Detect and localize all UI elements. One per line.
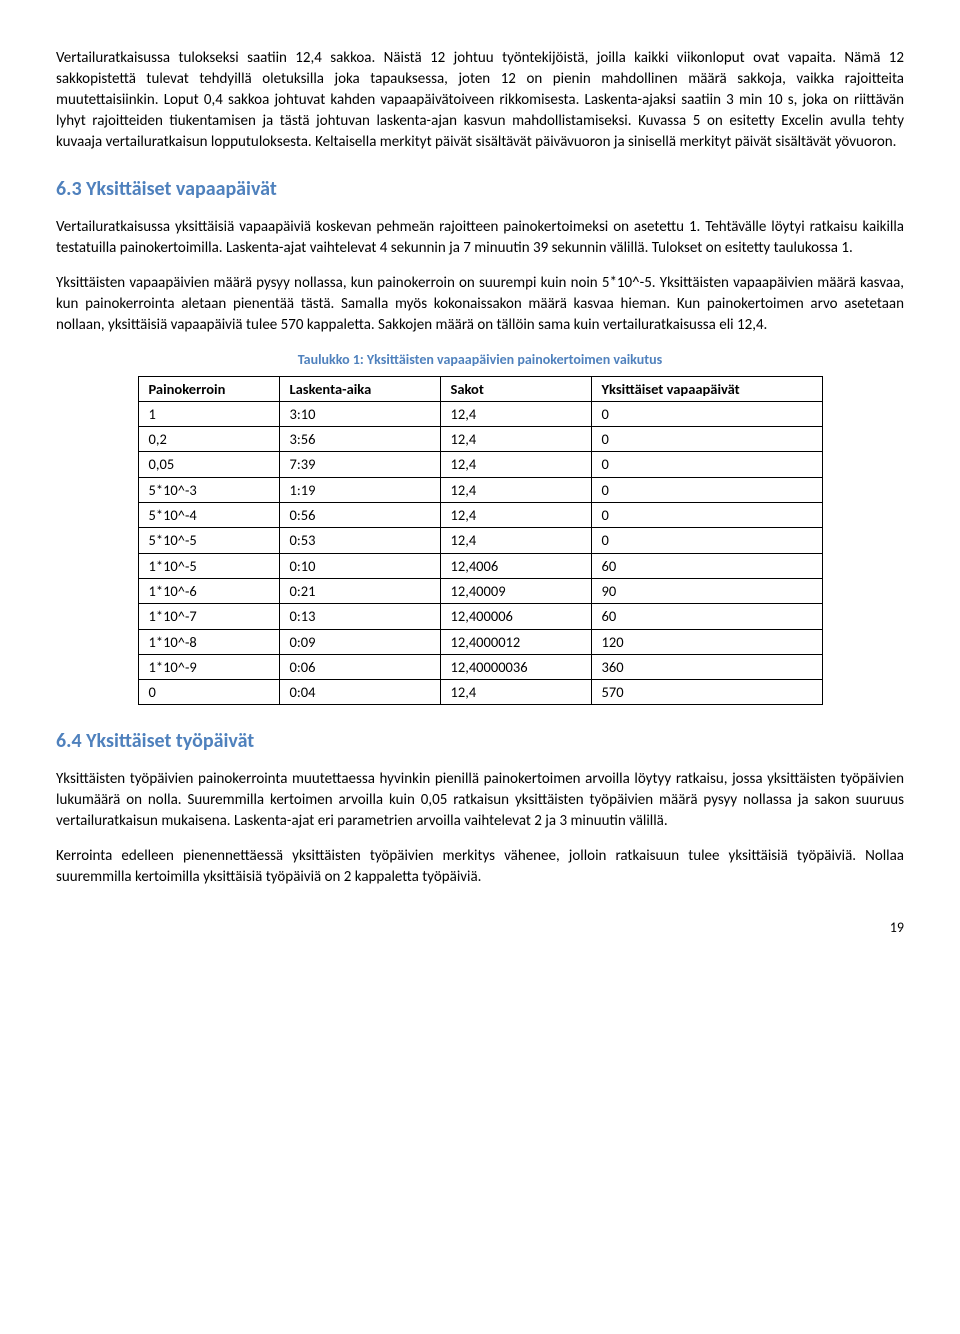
th-painokerroin: Painokerroin [138, 376, 279, 401]
th-sakot: Sakot [440, 376, 591, 401]
table-header-row: Painokerroin Laskenta-aika Sakot Yksittä… [138, 376, 822, 401]
table-row: 0,057:3912,40 [138, 452, 822, 477]
table-row: 13:1012,40 [138, 401, 822, 426]
table-row: 1*10^-50:1012,400660 [138, 553, 822, 578]
table-row: 1*10^-70:1312,40000660 [138, 604, 822, 629]
table-row: 5*10^-50:5312,40 [138, 528, 822, 553]
paragraph-6-4-b: Kerrointa edelleen pienennettäessä yksit… [56, 846, 904, 888]
paragraph-6-4-a: Yksittäisten työpäivien painokerrointa m… [56, 769, 904, 832]
table-row: 5*10^-40:5612,40 [138, 503, 822, 528]
paragraph-6-3-b: Yksittäisten vapaapäivien määrä pysyy no… [56, 273, 904, 336]
table-row: 1*10^-90:0612,40000036360 [138, 654, 822, 679]
page-number: 19 [56, 918, 904, 938]
heading-6-3: 6.3 Yksittäiset vapaapäivät [56, 175, 904, 203]
th-yksittaiset: Yksittäiset vapaapäivät [591, 376, 822, 401]
table-row: 5*10^-31:1912,40 [138, 477, 822, 502]
table-1: Painokerroin Laskenta-aika Sakot Yksittä… [138, 376, 823, 706]
table-body: 13:1012,40 0,23:5612,40 0,057:3912,40 5*… [138, 401, 822, 705]
table-row: 1*10^-80:0912,4000012120 [138, 629, 822, 654]
paragraph-6-3-a: Vertailuratkaisussa yksittäisiä vapaapäi… [56, 217, 904, 259]
paragraph-intro: Vertailuratkaisussa tulokseksi saatiin 1… [56, 48, 904, 153]
th-laskenta-aika: Laskenta-aika [279, 376, 440, 401]
table-row: 1*10^-60:2112,4000990 [138, 578, 822, 603]
heading-6-4: 6.4 Yksittäiset työpäivät [56, 727, 904, 755]
table-1-caption: Taulukko 1: Yksittäisten vapaapäivien pa… [56, 350, 904, 370]
table-row: 00:0412,4570 [138, 680, 822, 705]
table-row: 0,23:5612,40 [138, 427, 822, 452]
